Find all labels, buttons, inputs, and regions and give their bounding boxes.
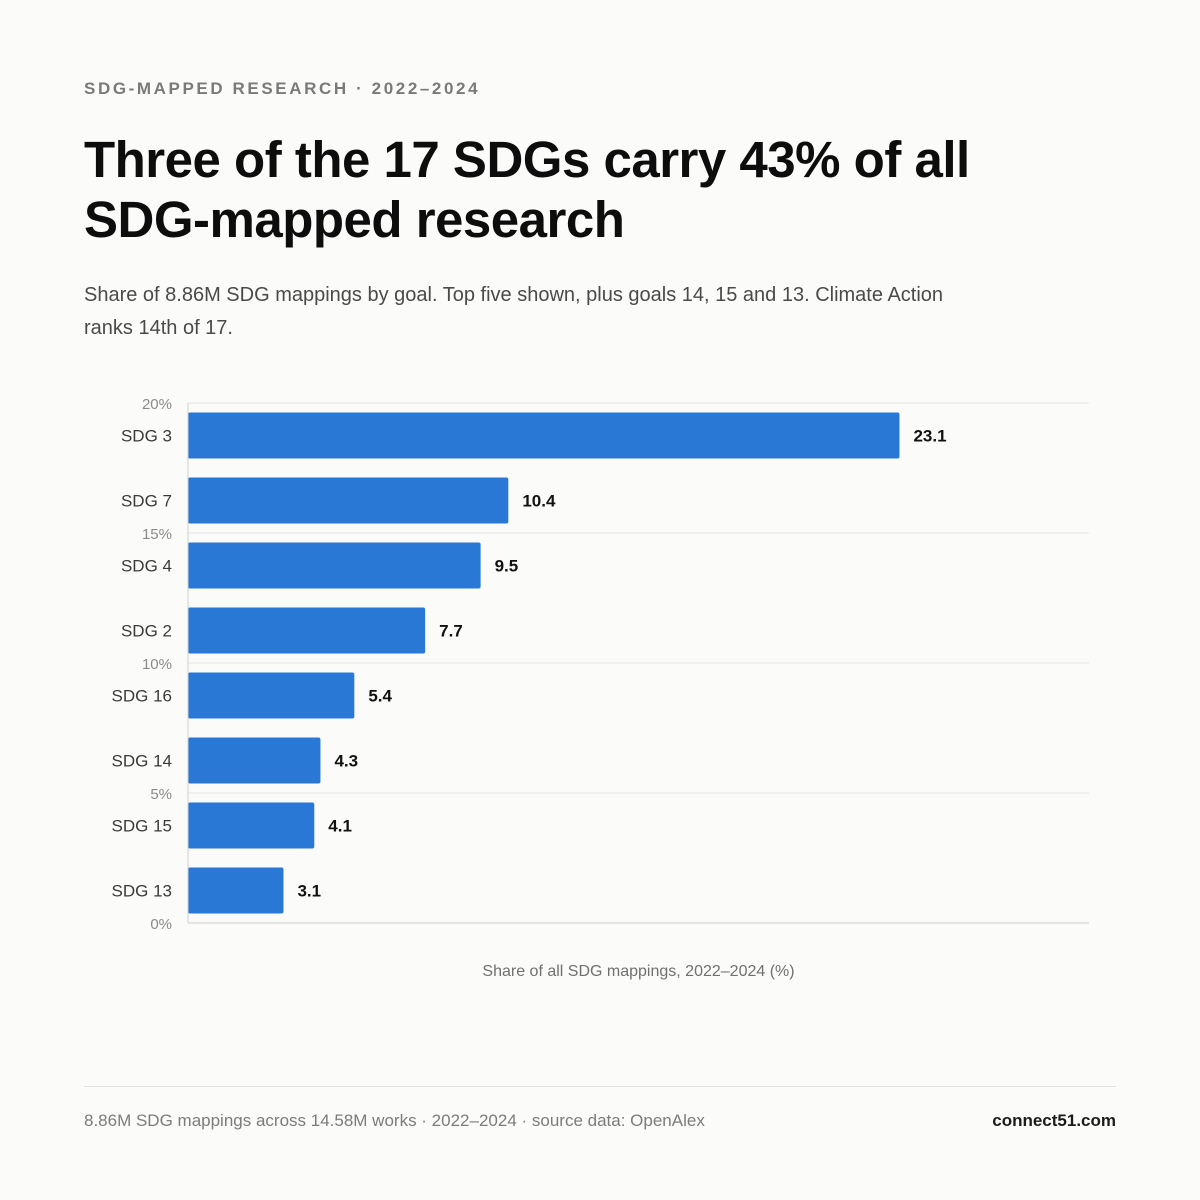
footer-brand: connect51.com <box>992 1111 1116 1130</box>
category-label: SDG 15 <box>112 817 172 836</box>
data-label: 3.1 <box>297 882 321 901</box>
bar <box>188 867 284 914</box>
category-label: SDG 2 <box>121 622 172 641</box>
footer-source-note: 8.86M SDG mappings across 14.58M works ·… <box>84 1111 705 1130</box>
category-labels: SDG 3 SDG 7 SDG 4 SDG 2 SDG 16 SDG 14 SDG 15 SD… <box>112 427 172 901</box>
bar <box>188 412 900 459</box>
kicker: SDG-MAPPED RESEARCH · 2022–2024 <box>84 79 481 98</box>
bars <box>188 412 900 914</box>
x-axis-title: Share of all SDG mappings, 2022–2024 (%) <box>482 963 794 980</box>
bar <box>188 477 509 524</box>
tick-label: 10% <box>142 656 172 673</box>
bar <box>188 672 355 719</box>
data-label: 10.4 <box>522 492 556 511</box>
tick-label: 15% <box>142 526 172 543</box>
gridlines <box>188 402 1089 924</box>
chart-subtitle: Share of 8.86M SDG mappings by goal. Top… <box>84 284 944 339</box>
data-label: 4.3 <box>334 752 358 771</box>
data-label: 9.5 <box>495 557 519 576</box>
category-label: SDG 16 <box>112 687 172 706</box>
bar <box>188 607 426 654</box>
tick-labels: 20% 15% 10% 5% 0% <box>142 396 172 933</box>
bar <box>188 737 321 784</box>
data-label: 5.4 <box>368 687 392 706</box>
footer-divider <box>84 1086 1116 1087</box>
data-label: 7.7 <box>439 622 463 641</box>
tick-label: 5% <box>150 786 172 803</box>
data-label: 23.1 <box>913 427 946 446</box>
chart-title: Three of the 17 SDGs carry 43% of all SD… <box>84 131 970 248</box>
data-label: 4.1 <box>328 817 352 836</box>
category-label: SDG 14 <box>112 752 172 771</box>
bar-chart: 20% 15% 10% 5% 0% SDG 3 SDG 7 SDG 4 SDG 2 SDG 16… <box>112 396 1089 980</box>
tick-label: 20% <box>142 396 172 413</box>
category-label: SDG 4 <box>121 557 172 576</box>
value-labels: 23.1 10.4 9.5 7.7 5.4 4.3 4.1 3.1 <box>297 427 946 901</box>
category-label: SDG 13 <box>112 882 172 901</box>
category-label: SDG 7 <box>121 492 172 511</box>
bar <box>188 542 481 589</box>
bar <box>188 802 315 849</box>
category-label: SDG 3 <box>121 427 172 446</box>
tick-label: 0% <box>150 916 172 933</box>
